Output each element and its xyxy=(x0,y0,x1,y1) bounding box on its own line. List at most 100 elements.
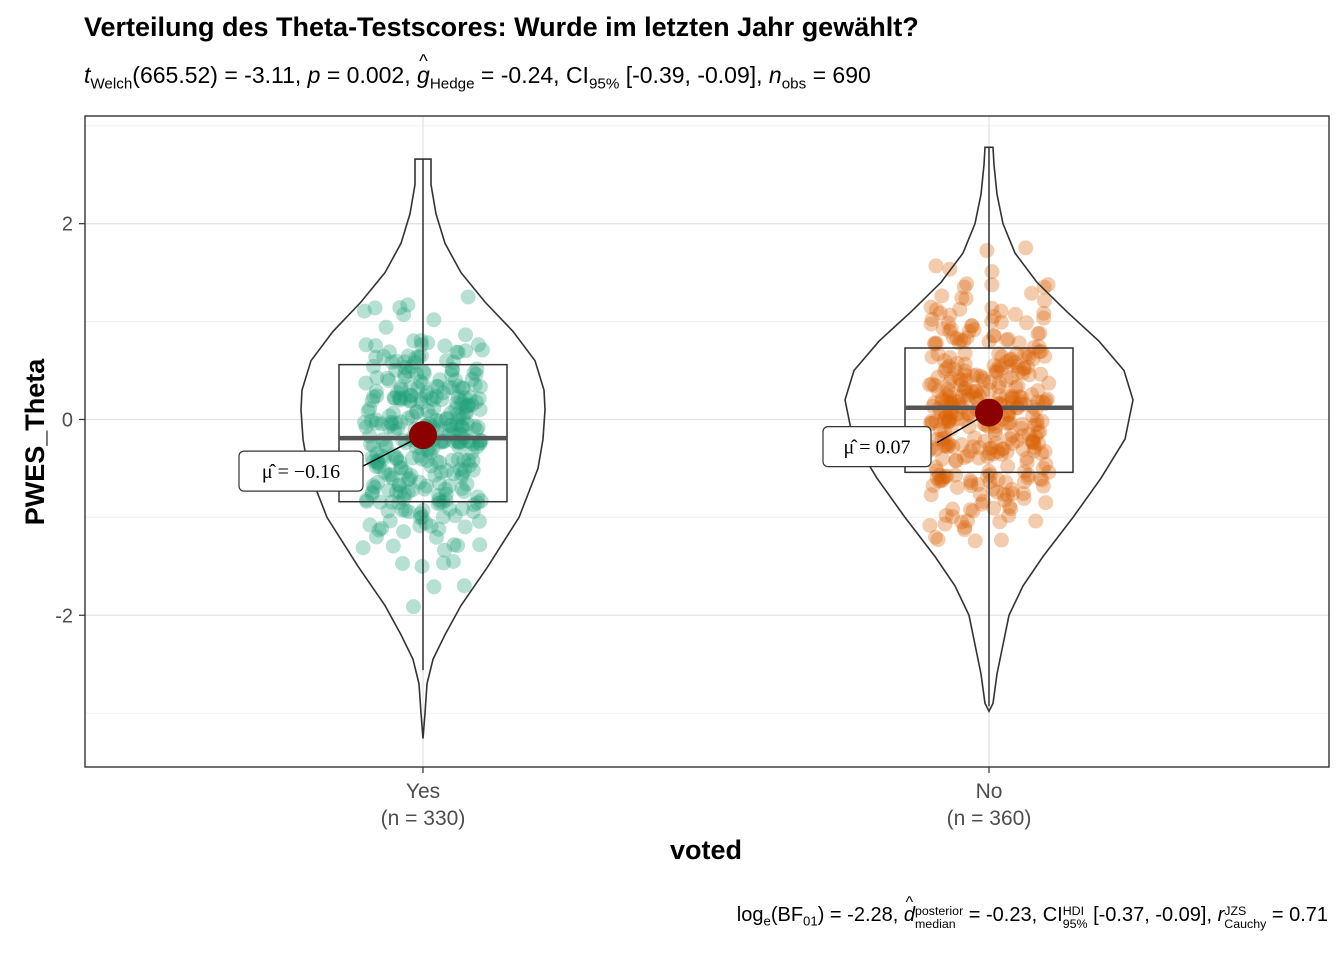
data-point xyxy=(414,337,430,353)
data-point xyxy=(949,331,965,347)
data-point xyxy=(412,474,428,490)
data-point xyxy=(1000,407,1016,423)
data-point xyxy=(430,496,446,512)
data-point xyxy=(397,354,413,370)
data-point xyxy=(418,388,434,404)
data-point xyxy=(1039,391,1055,407)
data-point xyxy=(931,467,947,483)
data-point xyxy=(402,380,418,396)
data-point xyxy=(449,415,465,431)
data-point xyxy=(979,243,995,259)
data-point xyxy=(456,452,472,468)
data-point xyxy=(963,502,979,518)
data-point xyxy=(454,501,470,517)
data-point xyxy=(942,323,958,339)
data-point xyxy=(401,363,417,379)
data-point xyxy=(958,291,974,307)
data-point xyxy=(381,373,397,389)
data-point xyxy=(445,354,461,370)
data-point xyxy=(457,390,473,406)
x-axis-title: voted xyxy=(670,835,742,865)
data-point xyxy=(929,470,945,486)
data-point xyxy=(412,373,428,389)
data-point xyxy=(923,299,939,315)
data-point xyxy=(464,397,480,413)
data-point xyxy=(998,474,1014,490)
data-point xyxy=(924,349,940,365)
data-point xyxy=(454,466,470,482)
data-point xyxy=(1002,415,1018,431)
data-point xyxy=(996,486,1012,502)
data-point xyxy=(434,392,450,408)
data-point xyxy=(1036,305,1052,321)
data-point xyxy=(971,439,987,455)
data-point xyxy=(986,328,1002,344)
data-point xyxy=(1003,370,1019,386)
data-point xyxy=(414,509,430,525)
data-point xyxy=(397,366,413,382)
data-point xyxy=(941,411,957,427)
data-point xyxy=(1011,389,1027,405)
data-point xyxy=(948,453,964,469)
data-point xyxy=(383,467,399,483)
data-point xyxy=(924,376,940,392)
data-point xyxy=(994,349,1010,365)
data-point xyxy=(1033,471,1049,487)
data-point xyxy=(937,363,953,379)
data-point xyxy=(1016,360,1032,376)
data-point xyxy=(391,477,407,493)
data-point xyxy=(1013,390,1029,406)
data-point xyxy=(470,489,486,505)
data-point xyxy=(956,279,972,295)
data-point xyxy=(366,389,382,405)
data-point xyxy=(1008,379,1024,395)
data-point xyxy=(980,449,996,465)
data-point xyxy=(928,258,944,274)
data-point xyxy=(986,500,1002,516)
data-point xyxy=(956,333,972,349)
data-point xyxy=(423,458,439,474)
data-point xyxy=(940,439,956,455)
data-point xyxy=(471,513,487,529)
data-point xyxy=(449,538,465,554)
data-point xyxy=(928,413,944,429)
violin-outline xyxy=(844,146,1134,713)
data-point xyxy=(1037,444,1053,460)
data-point xyxy=(1005,390,1021,406)
data-point xyxy=(947,361,963,377)
data-point xyxy=(960,406,976,422)
data-point xyxy=(368,338,384,354)
data-point xyxy=(957,363,973,379)
data-point xyxy=(990,444,1006,460)
data-point xyxy=(429,453,445,469)
data-point xyxy=(456,484,472,500)
data-point xyxy=(990,472,1006,488)
data-point xyxy=(1028,513,1044,529)
data-point xyxy=(388,362,404,378)
data-point xyxy=(942,374,958,390)
data-point xyxy=(426,312,442,328)
data-point xyxy=(423,518,439,534)
data-point xyxy=(1021,349,1037,365)
data-point xyxy=(1025,351,1041,367)
data-point xyxy=(454,419,470,435)
data-point xyxy=(942,307,958,323)
data-point xyxy=(393,460,409,476)
mean-point xyxy=(975,398,1003,427)
data-point xyxy=(409,404,425,420)
data-point xyxy=(408,350,424,366)
data-point xyxy=(931,473,947,489)
data-point xyxy=(413,333,429,349)
data-point xyxy=(929,431,945,447)
data-point xyxy=(374,520,390,536)
data-point xyxy=(374,416,390,432)
data-point xyxy=(423,408,439,424)
data-point xyxy=(1010,358,1026,374)
data-point xyxy=(416,365,432,381)
data-point xyxy=(455,381,471,397)
data-point xyxy=(958,381,974,397)
data-point xyxy=(472,402,488,418)
data-point xyxy=(933,472,949,488)
data-point xyxy=(971,388,987,404)
data-point xyxy=(412,506,428,522)
